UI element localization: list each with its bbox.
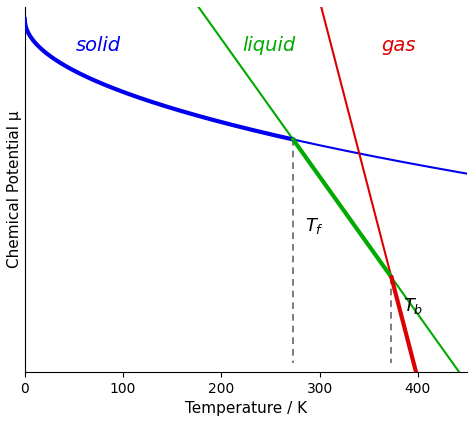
Y-axis label: Chemical Potential μ: Chemical Potential μ [7,110,22,268]
Text: liquid: liquid [242,36,295,55]
X-axis label: Temperature / K: Temperature / K [185,401,307,416]
Text: $T_f$: $T_f$ [305,215,324,236]
Text: gas: gas [381,36,416,55]
Text: $T_b$: $T_b$ [403,297,424,316]
Text: solid: solid [76,36,121,55]
